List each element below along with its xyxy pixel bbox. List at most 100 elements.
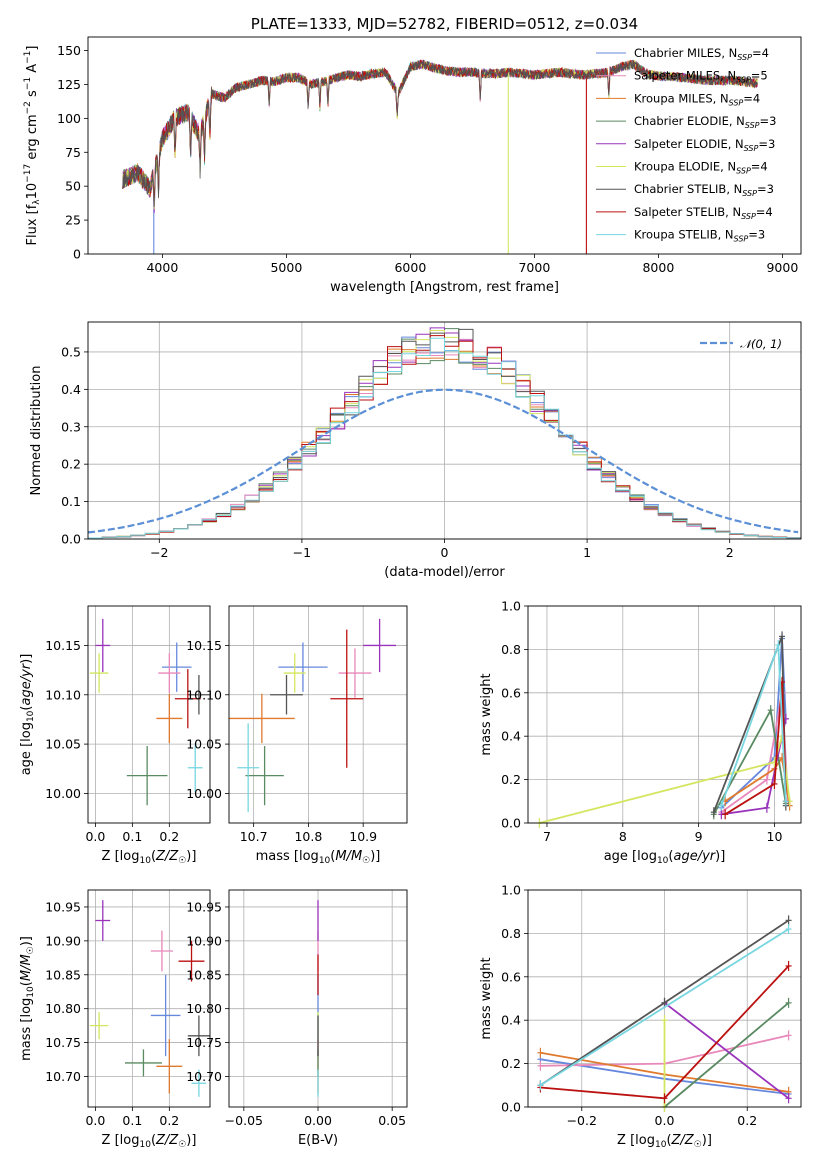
x-tick-label: 6000 [394,260,426,275]
label-part: SSP [734,235,749,244]
label-part: M/M [335,849,362,864]
label-part: ☉ [178,856,186,866]
label-part: =4 [756,205,773,219]
label-part: −2 [23,101,33,114]
errorbar-point-5 [89,653,109,693]
label-part: ( [668,849,673,864]
y-tick-label: 0 [73,247,81,262]
x-tick-label: 0.0 [85,1113,105,1128]
mass_vs_Z-panel: 0.0 0.1 0.2 10.70 10.75 10.80 10.85 10.90 10.95 Z… [19,889,211,1150]
x-tick-label: 0 [441,545,449,560]
label-part: ☉ [26,946,36,954]
x-tick-label: 0.0 [85,829,105,844]
axes-frame [87,36,802,255]
label-part: SSP [736,76,751,85]
residuals-panel: −2 −1 0 1 2 0.0 0.1 0.2 0.3 0.4 0.5 (data-model)/er… [29,321,802,580]
label-part: =4 [751,160,768,174]
y-tick-label: 0.8 [501,926,521,941]
errorbar-point-4 [95,618,111,673]
y-tick-label: 10.80 [45,1001,81,1016]
label-part: 10 [25,183,40,200]
x-tick-label: 0.2 [159,1113,179,1128]
y-tick-label: 10.00 [45,786,81,801]
label-part: =3 [748,228,765,242]
label-part: SSP [744,144,759,153]
spectrum-line-6 [122,59,758,208]
label-part: Z [log [102,1133,140,1148]
y-axis-label: mass [log10(M/M☉)] [19,936,36,1061]
y-axis-label: age [log10(age/yr)] [19,654,36,776]
label-part: −1 [23,77,33,90]
errorbar-point-5 [89,1012,109,1040]
y-tick-label: 10.75 [186,1035,222,1050]
errorbar-point-7 [330,629,364,768]
legend-entry: 𝒩(0, 1) [740,337,782,351]
label-part: 10 [26,710,36,722]
spectrum-line-5 [122,59,758,254]
label-part: )] [186,1133,196,1148]
y-tick-label: 0.0 [61,532,81,547]
y-tick-label: 0.1 [61,494,81,509]
label-part: Kroupa MILES, N [634,91,729,105]
label-part: λ [32,199,42,205]
x-tick-label: 5000 [270,260,302,275]
errorbar-point-6 [187,675,210,715]
label-part: )] [715,849,725,864]
label-part: Z/Z [155,1133,179,1148]
x-axis-label: (data-model)/error [384,565,505,580]
errorbar-point-1 [338,648,372,698]
errorbar-point-1 [150,930,174,972]
label-part: 10 [657,856,669,866]
y-tick-label: 10.15 [186,638,222,653]
label-part: SSP [737,53,752,62]
weight-line-7 [724,681,787,816]
legend-entry: Kroupa MILES, NSSP=4 [634,91,760,107]
label-part: ( [330,849,335,864]
label-part: age [log [19,722,34,775]
label-part: Kroupa STELIB, N [634,228,734,242]
label-part: erg cm [25,114,40,163]
y-tick-label: 10.10 [186,687,222,702]
errorbar-point-3 [126,746,168,806]
label-part: Z/Z [671,1133,695,1148]
x-tick-label: 9000 [766,260,798,275]
x-tick-label: −0.2 [567,1113,597,1128]
y-tick-label: 10.90 [45,933,81,948]
label-part: age/yr [673,849,716,864]
x-tick-label: 2 [726,545,734,560]
label-part: SSP [745,121,760,130]
label-part: age/yr [19,662,34,705]
x-tick-label: 10.7 [240,829,268,844]
label-part: Z/Z [155,849,179,864]
label-part: Salpeter ELODIE, N [634,137,744,151]
x-tick-label: 9 [695,829,703,844]
spectrum-line-7 [122,59,758,254]
legend-entry: Salpeter MILES, NSSP=5 [634,69,768,85]
y-tick-label: 0.6 [501,969,521,984]
x-tick-label: −1 [293,545,311,560]
spectrum-panel: 4000 5000 6000 7000 8000 9000 0 25 50 75 100 125 150… [23,36,802,295]
y-tick-label: 10.75 [45,1035,81,1050]
x-tick-label: 0.1 [122,1113,142,1128]
label-part: SSP [736,167,751,176]
label-part: Salpeter MILES, N [634,69,736,83]
x-tick-label: 8000 [642,260,674,275]
axes-frame [527,889,802,1108]
x-tick-label: 8 [619,829,627,844]
legend-entry: Chabrier STELIB, NSSP=3 [634,182,774,198]
y-tick-label: 10.95 [45,899,81,914]
label-part: 10 [655,1140,667,1150]
y-tick-label: 0.6 [501,685,521,700]
x-tick-label: 7000 [518,260,550,275]
label-part: 10 [139,856,151,866]
axes-frame [228,889,408,1108]
errorbar-point-6 [187,1015,210,1057]
x-axis-label: Z [log10(Z/Z☉)] [102,1133,197,1150]
legend-entry: Chabrier MILES, NSSP=4 [634,46,769,62]
y-tick-label: 125 [57,77,81,92]
label-part: Chabrier STELIB, N [634,182,742,196]
y-tick-label: 10.70 [186,1069,222,1084]
x-tick-label: 0.00 [304,1113,332,1128]
